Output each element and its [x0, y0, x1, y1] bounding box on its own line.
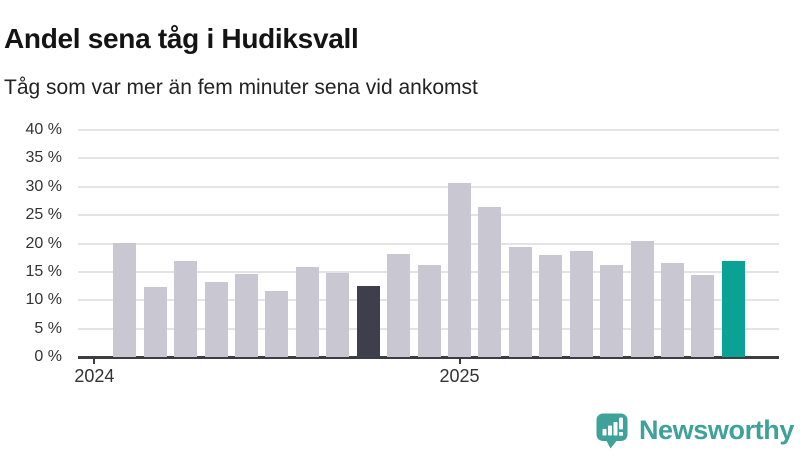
y-axis-tick-label: 40 % — [25, 121, 62, 138]
bar-2024-10 — [356, 286, 380, 357]
newsworthy-wordmark: Newsworthy — [638, 415, 794, 445]
y-axis-tick-label: 30 % — [25, 177, 62, 195]
y-axis-tick-label: 20 % — [25, 234, 62, 252]
y-gridline — [78, 214, 779, 217]
newsworthy-logo[interactable]: Newsworthy — [594, 412, 794, 449]
x-axis-tick — [93, 358, 96, 364]
x-axis-tick — [458, 358, 461, 364]
y-axis-tick-label: 0 % — [34, 348, 62, 365]
bar-2025-08 — [661, 262, 685, 357]
bar-2025-05 — [569, 251, 593, 357]
x-axis-line — [78, 356, 779, 359]
chart-title: Andel sena tåg i Hudiksvall — [4, 22, 359, 54]
bar-2025-09 — [691, 274, 715, 357]
y-axis-tick-label: 10 % — [25, 291, 62, 309]
bar-2024-07 — [265, 291, 289, 357]
bar-2024-08 — [295, 267, 319, 357]
y-gridline — [78, 242, 779, 245]
x-axis-tick-label: 2024 — [74, 366, 115, 386]
bar-2024-05 — [204, 282, 228, 357]
y-gridline — [78, 129, 779, 131]
x-axis-tick-label: 2025 — [439, 366, 480, 386]
bar-2024-02 — [113, 242, 137, 357]
y-axis-tick-label: 25 % — [25, 206, 62, 224]
y-gridline — [78, 185, 779, 188]
bar-2024-03 — [143, 286, 167, 357]
bar-2025-10 — [721, 261, 745, 357]
bar-2024-09 — [326, 273, 350, 357]
bar-2024-11 — [387, 253, 411, 357]
bar-2025-06 — [600, 265, 624, 357]
bar-2024-04 — [174, 261, 198, 357]
y-axis-tick-label: 35 % — [25, 149, 62, 167]
bar-chart: 40 % 35 % 30 % 25 % 20 % 15 % 10 % 5 % 0 % 2024 20… — [25, 121, 779, 386]
y-axis-tick-label: 5 % — [34, 319, 62, 337]
bar-2025-03 — [508, 247, 532, 357]
bar-2025-02 — [478, 207, 502, 357]
newsworthy-bubble-chart-icon — [594, 412, 630, 449]
bar-2025-07 — [630, 240, 654, 357]
y-axis-tick-label: 15 % — [25, 262, 62, 280]
bar-2025-04 — [539, 254, 563, 357]
y-gridline — [78, 157, 779, 160]
bar-2024-12 — [417, 265, 441, 357]
bar-2025-01 — [448, 182, 472, 357]
chart-subtitle: Tåg som var mer än fem minuter sena vid … — [4, 76, 478, 99]
bar-2024-06 — [235, 274, 259, 357]
